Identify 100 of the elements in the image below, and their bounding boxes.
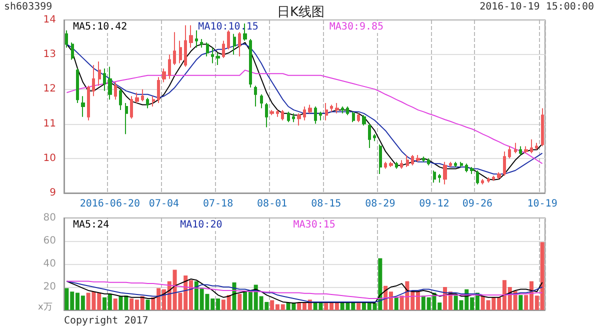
- y-axis-title: x万: [38, 302, 52, 312]
- candlestick: [76, 68, 79, 104]
- candlestick: [265, 102, 268, 128]
- candlestick: [162, 68, 166, 83]
- x-tick-label: 10-19: [527, 198, 558, 210]
- candlestick: [470, 166, 474, 174]
- candlestick: [422, 156, 425, 162]
- candlestick: [238, 32, 241, 57]
- bar: [518, 295, 523, 310]
- text: Copyright 2017: [64, 316, 148, 326]
- candlestick: [260, 94, 263, 109]
- candlestick: [492, 175, 495, 182]
- bar: [238, 294, 242, 310]
- x-tick-label: 08-15: [311, 198, 342, 210]
- candlestick: [114, 82, 117, 100]
- candlestick: [216, 52, 220, 66]
- y-tick-label: 13: [43, 49, 56, 60]
- candlestick: [87, 85, 90, 121]
- candlestick: [400, 160, 403, 170]
- y-tick-label: 11: [43, 118, 56, 130]
- candlestick: [497, 172, 501, 180]
- candlestick: [481, 178, 484, 185]
- x-tick-label: 07-04: [148, 198, 180, 210]
- bar: [113, 298, 118, 310]
- line-series: [66, 280, 543, 299]
- candlestick: [249, 38, 252, 88]
- candlestick: [92, 64, 95, 97]
- bar: [394, 297, 398, 310]
- candlestick: [346, 106, 349, 116]
- candlestick: [276, 109, 279, 118]
- candlestick: [130, 96, 133, 120]
- candlestick: [406, 154, 409, 168]
- x-tick-label: 09-26: [462, 198, 492, 210]
- candlestick: [287, 111, 290, 123]
- candlestick: [357, 112, 360, 123]
- candlestick: [292, 112, 295, 123]
- candlestick: [319, 111, 322, 121]
- candlestick: [443, 161, 447, 185]
- candlestick: [395, 161, 398, 170]
- candlestick: [119, 88, 122, 110]
- candlestick: [314, 106, 317, 124]
- candlestick: [152, 96, 155, 107]
- y-tick-label: 60: [43, 236, 56, 246]
- candlestick: [98, 61, 101, 86]
- candlestick: [325, 102, 328, 121]
- candlestick: [411, 154, 414, 166]
- candlestick: [368, 123, 371, 149]
- text: MA30:15: [293, 220, 336, 230]
- candlestick: [81, 96, 85, 118]
- y-tick-label: 80: [43, 212, 56, 224]
- text: 2016-10-19 15:00:00: [480, 2, 594, 12]
- candlestick: [454, 161, 457, 168]
- candlestick: [308, 104, 312, 114]
- y-tick-label: 20: [43, 282, 56, 292]
- y-tick-label: 12: [43, 84, 56, 95]
- candlestick: [384, 161, 387, 170]
- candlestick: [476, 170, 479, 185]
- candlestick: [270, 109, 274, 116]
- candlestick: [416, 154, 420, 162]
- candlestick: [71, 42, 74, 60]
- candlestick: [157, 76, 160, 104]
- candlestick: [103, 68, 106, 92]
- candlestick: [362, 114, 366, 126]
- candlestick: [341, 106, 344, 114]
- candlestick: [168, 54, 171, 80]
- series-label: MA5:10.42: [73, 22, 128, 32]
- line-series: [66, 70, 543, 164]
- candlestick: [519, 146, 522, 156]
- text: sh603399: [4, 2, 52, 12]
- candlestick: [233, 33, 236, 56]
- candlestick: [146, 97, 149, 109]
- candlestick: [335, 102, 339, 114]
- candlestick: [524, 146, 528, 154]
- candlestick: [449, 161, 452, 168]
- candlestick: [189, 24, 193, 48]
- candlestick: [141, 88, 144, 102]
- candlestick: [487, 176, 490, 184]
- candlestick: [179, 40, 182, 64]
- candlestick: [200, 38, 203, 48]
- candlestick: [330, 104, 333, 112]
- y-tick-label: 14: [43, 14, 56, 26]
- candlestick: [135, 92, 139, 104]
- candlestick: [530, 138, 533, 154]
- candlestick: [173, 32, 176, 66]
- candlestick: [460, 161, 463, 168]
- y-tick-label: 10: [43, 152, 56, 164]
- x-tick-label: 08-01: [257, 198, 288, 210]
- candlestick: [65, 30, 68, 48]
- candlestick: [541, 108, 544, 147]
- candlestick: [303, 106, 306, 121]
- candlestick: [211, 47, 214, 64]
- x-tick-label: 09-12: [419, 198, 450, 210]
- candlestick: [222, 40, 225, 59]
- bar: [146, 300, 150, 310]
- candlestick: [379, 144, 382, 174]
- candlestick: [508, 146, 511, 159]
- candlestick: [427, 158, 430, 166]
- candlestick: [438, 173, 441, 184]
- candlestick: [465, 163, 468, 173]
- candlestick: [206, 42, 209, 57]
